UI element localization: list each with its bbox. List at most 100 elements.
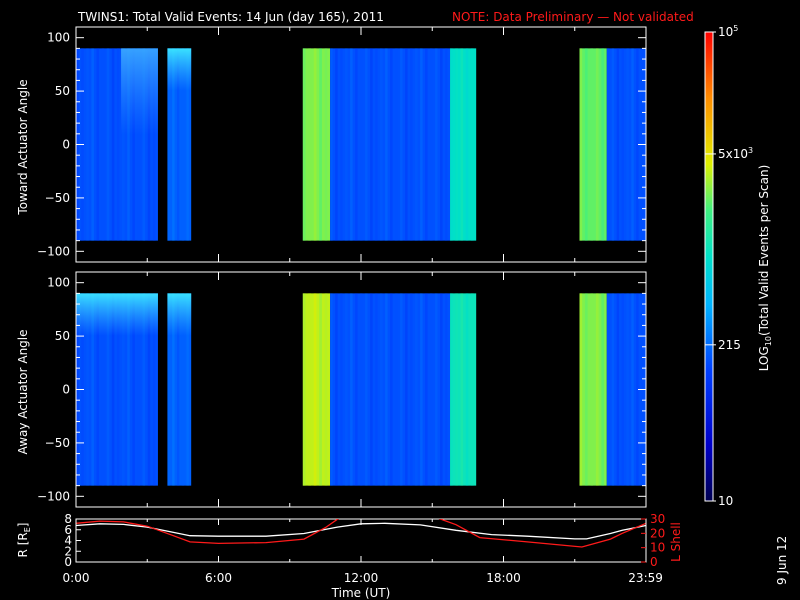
heatmap-feature: [167, 293, 192, 486]
heatmap-stripe: [313, 48, 317, 241]
heatmap-stripe: [345, 293, 348, 486]
heatmap-stripe: [611, 48, 615, 241]
y-tick-label: 50: [55, 84, 70, 98]
x-tick-label: 6:00: [205, 571, 232, 585]
orbit-left-ylabel-sub: E: [23, 527, 32, 532]
heatmap-feature: [121, 48, 158, 241]
heatmap-stripe: [324, 48, 328, 241]
heatmap-stripe: [636, 293, 639, 486]
heatmap-stripe: [579, 293, 583, 486]
heatmap-stripe: [355, 293, 358, 486]
colorbar-tick-label: 215: [718, 338, 741, 352]
heatmap-stripe: [86, 48, 89, 241]
heatmap-feature: [76, 293, 158, 486]
heatmap-stripe: [324, 293, 328, 486]
orbit-left-ylabel-close: ]: [16, 523, 30, 528]
y-right-tick-label: 10: [650, 541, 665, 555]
heatmap-stripe: [360, 48, 363, 241]
y-tick-label: 50: [55, 329, 70, 343]
heatmap-stripe: [302, 293, 306, 486]
heatmap-stripe: [584, 293, 588, 486]
heatmap-stripe: [450, 293, 453, 486]
y-tick-label: 0: [62, 138, 70, 152]
heatmap-stripe: [465, 293, 469, 486]
colorbar-label-rest: (Total Valid Events per Scan): [757, 165, 771, 336]
heatmap-stripe: [601, 293, 605, 486]
colorbar-gradient: [705, 32, 713, 501]
heatmap-stripe: [425, 293, 428, 486]
heatmap-stripe: [636, 48, 639, 241]
orbit-left-ylabel: R [RE]: [16, 523, 32, 558]
y-right-tick-label: 20: [650, 526, 665, 540]
heatmap-stripe: [410, 48, 413, 241]
away-panel: 100 50 0 −50 −100: [37, 271, 647, 508]
heatmap-stripe: [370, 293, 373, 486]
x-tick-label: 23:59: [628, 571, 663, 585]
heatmap-stripe: [631, 48, 634, 241]
heatmap-stripe: [626, 48, 629, 241]
orbit-left-ylabel-main: R [R: [16, 532, 30, 557]
heatmap-stripe: [350, 48, 353, 241]
toward-panel: 100 50 0 −50 −100: [37, 26, 647, 263]
x-tick-label: 18:00: [486, 571, 521, 585]
heatmap-stripe: [435, 293, 438, 486]
x-tick-label: 12:00: [344, 571, 379, 585]
orbit-frame: [75, 518, 647, 563]
colorbar: 10 215 5x103 105: [704, 24, 753, 508]
x-tick-label: 0:00: [63, 571, 90, 585]
heatmap-stripe: [470, 293, 474, 486]
y-tick-label: 100: [47, 31, 70, 45]
y-left-tick-label: 0: [64, 555, 72, 569]
heatmap-stripe: [330, 293, 333, 486]
heatmap-stripe: [595, 293, 599, 486]
y-tick-label: 100: [47, 276, 70, 290]
y-tick-label: −100: [37, 489, 70, 503]
heatmap-stripe: [313, 293, 317, 486]
y-tick-label: −100: [37, 244, 70, 258]
heatmap-stripe: [395, 48, 398, 241]
heatmap-feature: [167, 48, 192, 241]
y-left-tick-label: 2: [64, 544, 72, 558]
y-left-tick-label: 8: [64, 512, 72, 526]
heatmap-stripe: [465, 48, 469, 241]
heatmap-stripe: [335, 293, 338, 486]
heatmap-stripe: [400, 293, 403, 486]
toward-ylabel: Toward Actuator Angle: [16, 79, 30, 215]
heatmap-stripe: [606, 48, 610, 241]
y-tick-label: −50: [45, 191, 70, 205]
heatmap-stripe: [319, 293, 322, 486]
heatmap-stripe: [410, 293, 413, 486]
heatmap-stripe: [430, 48, 433, 241]
heatmap-stripe: [385, 293, 388, 486]
heatmap-stripe: [611, 293, 615, 486]
heatmap-stripe: [355, 48, 358, 241]
heatmap-stripe: [631, 293, 634, 486]
heatmap-stripe: [420, 293, 423, 486]
lshell-series-line: [76, 519, 646, 548]
heatmap-stripe: [345, 48, 348, 241]
heatmap-stripe: [435, 48, 438, 241]
heatmap-stripe: [584, 48, 588, 241]
heatmap-stripe: [360, 293, 363, 486]
heatmap-stripe: [365, 293, 368, 486]
colorbar-label-log: LOG: [757, 346, 771, 371]
heatmap-stripe: [116, 48, 120, 241]
heatmap-stripe: [319, 48, 322, 241]
heatmap-stripe: [302, 48, 306, 241]
chart-title: TWINS1: Total Valid Events: 14 Jun (day …: [77, 10, 384, 24]
colorbar-tick-label: 5x103: [718, 146, 753, 161]
heatmap-stripe: [308, 293, 312, 486]
heatmap-stripe: [365, 48, 368, 241]
heatmap-stripe: [380, 293, 383, 486]
heatmap-stripe: [330, 48, 333, 241]
x-axis-label: Time (UT): [331, 586, 391, 600]
heatmap-stripe: [380, 48, 383, 241]
heatmap-stripe: [375, 293, 378, 486]
heatmap-stripe: [385, 48, 388, 241]
heatmap-stripe: [308, 48, 312, 241]
heatmap-stripe: [91, 48, 94, 241]
heatmap-stripe: [101, 48, 105, 241]
